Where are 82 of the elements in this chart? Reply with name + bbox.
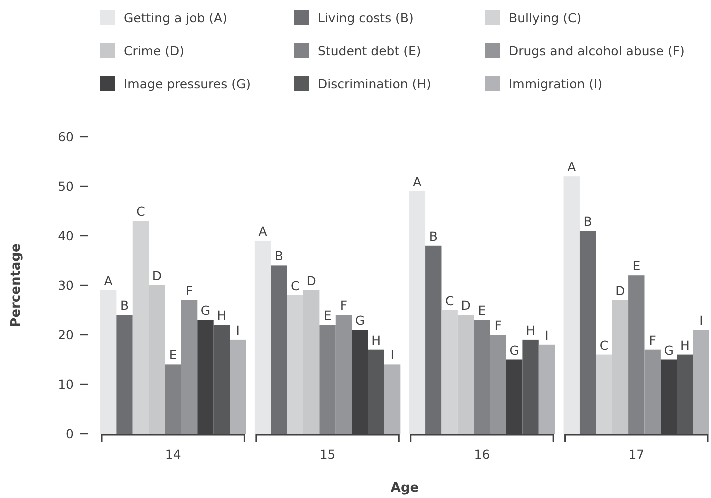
data-label: B bbox=[429, 228, 438, 244]
data-label: D bbox=[616, 283, 626, 298]
bar bbox=[580, 231, 596, 434]
data-label: H bbox=[217, 308, 227, 324]
data-label: D bbox=[152, 268, 162, 284]
data-label: F bbox=[340, 298, 348, 314]
legend-label: Immigration (I) bbox=[509, 76, 603, 92]
bar bbox=[564, 176, 580, 434]
bar bbox=[644, 350, 661, 434]
bar bbox=[677, 354, 694, 434]
data-label: E bbox=[632, 258, 641, 274]
data-label: D bbox=[306, 273, 316, 288]
data-label: A bbox=[258, 224, 268, 239]
bar bbox=[426, 246, 442, 434]
data-label: C bbox=[136, 204, 146, 220]
bar bbox=[254, 240, 272, 434]
bar bbox=[271, 266, 288, 434]
data-label: A bbox=[104, 273, 114, 288]
y-tick-label: 20 bbox=[58, 327, 74, 342]
data-label: I bbox=[545, 328, 549, 343]
bar bbox=[320, 325, 336, 434]
bar bbox=[693, 330, 710, 434]
data-label: I bbox=[236, 322, 240, 338]
legend-label: Bullying (C) bbox=[509, 10, 582, 26]
data-label: H bbox=[680, 338, 690, 353]
data-label: C bbox=[291, 278, 300, 294]
data-label: F bbox=[649, 332, 656, 348]
data-label: E bbox=[324, 308, 332, 324]
bar bbox=[628, 276, 645, 434]
data-label: G bbox=[355, 313, 366, 328]
data-label: I bbox=[390, 348, 394, 363]
x-tick-label: 15 bbox=[320, 447, 336, 462]
data-label: E bbox=[169, 348, 178, 363]
data-label: E bbox=[478, 303, 486, 318]
bar bbox=[368, 350, 384, 434]
bar bbox=[490, 335, 507, 434]
bar bbox=[409, 191, 426, 434]
data-label: A bbox=[568, 160, 577, 175]
legend-label: Drugs and alcohol abuse (F) bbox=[509, 44, 685, 58]
legend-label: Discrimination (H) bbox=[318, 76, 432, 92]
bar bbox=[214, 325, 230, 434]
y-tick-label: 50 bbox=[58, 178, 74, 194]
data-label: G bbox=[200, 303, 211, 318]
y-axis-title: Percentage bbox=[9, 244, 24, 328]
data-label: F bbox=[186, 283, 194, 298]
bar bbox=[230, 340, 246, 434]
bar bbox=[474, 320, 490, 434]
legend-label: Getting a job (A) bbox=[124, 10, 228, 26]
bar bbox=[522, 340, 539, 434]
legend-label: Crime (D) bbox=[124, 44, 185, 58]
data-label: D bbox=[461, 298, 471, 314]
legend-label: Student debt (E) bbox=[318, 44, 422, 58]
bar bbox=[384, 364, 401, 434]
data-label: B bbox=[584, 214, 592, 230]
data-label: G bbox=[664, 342, 674, 358]
legend-label: Living costs (B) bbox=[318, 10, 414, 26]
legend-label: Image pressures (G) bbox=[124, 76, 252, 92]
y-tick-label: 30 bbox=[58, 278, 74, 293]
data-label: H bbox=[372, 332, 382, 348]
y-tick-label: 10 bbox=[58, 376, 74, 392]
data-label: C bbox=[445, 293, 454, 308]
x-axis-title: Age bbox=[390, 481, 420, 496]
y-tick-label: 0 bbox=[66, 426, 74, 442]
data-label: F bbox=[494, 318, 502, 333]
data-label: B bbox=[120, 298, 130, 314]
bar bbox=[165, 364, 182, 434]
x-tick-label: 14 bbox=[165, 447, 182, 462]
bar bbox=[336, 315, 352, 434]
bar bbox=[116, 315, 133, 434]
data-label: I bbox=[700, 313, 704, 328]
y-tick-label: 60 bbox=[58, 129, 74, 144]
data-label: B bbox=[274, 248, 284, 264]
data-label: A bbox=[413, 174, 422, 190]
y-tick-label: 40 bbox=[58, 228, 74, 244]
bar bbox=[538, 344, 556, 434]
data-label: H bbox=[526, 322, 536, 338]
x-tick-label: 17 bbox=[628, 447, 645, 462]
data-label: G bbox=[510, 342, 520, 358]
bar bbox=[100, 290, 117, 434]
bar bbox=[181, 300, 198, 434]
data-label: C bbox=[600, 338, 609, 353]
x-tick-label: 16 bbox=[474, 447, 490, 462]
